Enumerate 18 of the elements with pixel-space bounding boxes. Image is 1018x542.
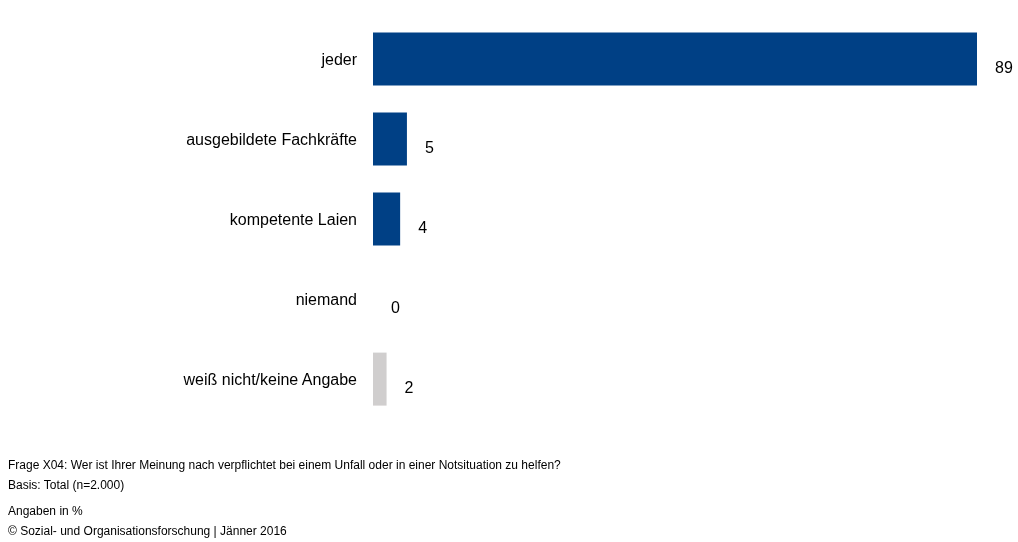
bar	[373, 352, 387, 406]
y-tick-label: niemand	[295, 290, 357, 308]
data-label: 0	[391, 298, 400, 316]
y-tick-label: ausgebildete Fachkräfte	[186, 130, 358, 148]
data-label: 2	[404, 378, 414, 396]
data-label: 4	[418, 218, 428, 236]
text: © Sozial- und Organisationsforschung | Jänner 2016	[8, 524, 288, 538]
y-tick-label: weiß nicht/keine Angabe	[182, 370, 358, 388]
data-label: 89	[995, 58, 1013, 76]
bar	[373, 112, 407, 166]
bar	[373, 32, 977, 86]
data-label: 5	[424, 138, 434, 156]
text: Angaben in %	[8, 504, 84, 518]
text: Basis: Total (n=2.000)	[8, 478, 126, 492]
y-tick-label: kompetente Laien	[229, 210, 357, 228]
y-tick-label: jeder	[320, 50, 358, 68]
bar	[373, 192, 401, 246]
text: Frage X04: Wer ist Ihrer Meinung nach verpflichtet bei einem Unfall oder in einer Notsituation zu helfen?	[8, 458, 562, 472]
